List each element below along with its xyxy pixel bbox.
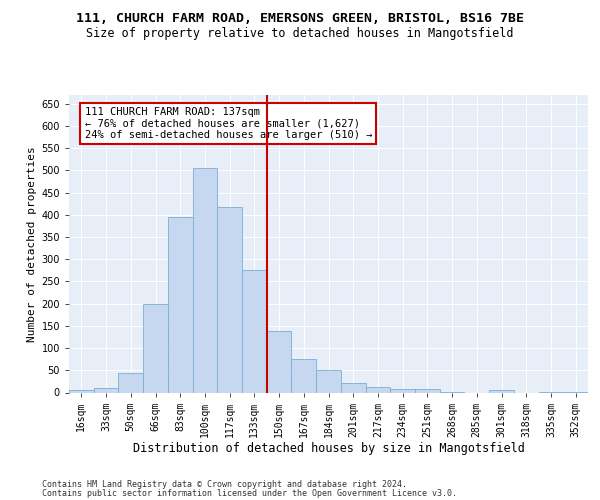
Text: Contains public sector information licensed under the Open Government Licence v3: Contains public sector information licen… xyxy=(42,488,457,498)
Bar xyxy=(69,390,94,392)
Bar xyxy=(341,382,365,392)
Bar xyxy=(316,370,341,392)
Bar xyxy=(94,388,118,392)
Bar xyxy=(415,390,440,392)
Text: Size of property relative to detached houses in Mangotsfield: Size of property relative to detached ho… xyxy=(86,28,514,40)
Text: 111 CHURCH FARM ROAD: 137sqm
← 76% of detached houses are smaller (1,627)
24% of: 111 CHURCH FARM ROAD: 137sqm ← 76% of de… xyxy=(85,107,372,140)
Bar xyxy=(118,372,143,392)
Bar xyxy=(365,387,390,392)
Bar xyxy=(489,390,514,392)
X-axis label: Distribution of detached houses by size in Mangotsfield: Distribution of detached houses by size … xyxy=(133,442,524,456)
Bar xyxy=(267,331,292,392)
Y-axis label: Number of detached properties: Number of detached properties xyxy=(27,146,37,342)
Bar xyxy=(292,359,316,392)
Bar xyxy=(390,389,415,392)
Text: Contains HM Land Registry data © Crown copyright and database right 2024.: Contains HM Land Registry data © Crown c… xyxy=(42,480,407,489)
Bar xyxy=(217,207,242,392)
Bar xyxy=(193,168,217,392)
Bar xyxy=(143,304,168,392)
Bar xyxy=(242,270,267,392)
Bar xyxy=(168,217,193,392)
Text: 111, CHURCH FARM ROAD, EMERSONS GREEN, BRISTOL, BS16 7BE: 111, CHURCH FARM ROAD, EMERSONS GREEN, B… xyxy=(76,12,524,26)
